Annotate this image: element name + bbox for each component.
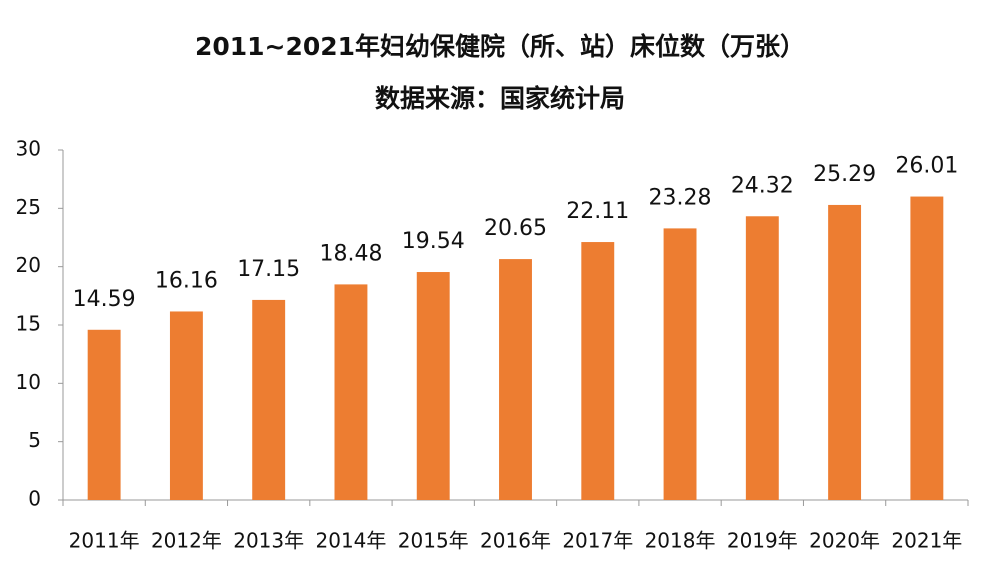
x-tick-label: 2021年 [891,529,962,553]
bar [910,196,944,501]
bar [828,204,862,500]
y-tick-label: 25 [16,195,41,219]
y-tick-label: 20 [16,253,41,277]
x-tick-label: 2011年 [69,529,140,553]
value-label: 16.16 [155,268,218,293]
bar [499,259,532,500]
x-tick-label: 2012年 [151,529,222,553]
chart-subtitle: 数据来源：国家统计局 [375,84,625,113]
bar [169,311,203,500]
value-label: 20.65 [484,216,547,241]
value-label: 19.54 [402,229,465,254]
x-tick-label: 2018年 [645,529,716,553]
bar [334,284,368,500]
y-tick-label: 15 [16,312,41,336]
value-label: 17.15 [237,257,300,282]
x-tick-label: 2013年 [233,529,304,553]
chart-title: 2011~2021年妇幼保健院（所、站）床位数（万张） [195,32,805,61]
value-label: 23.28 [649,185,712,210]
x-tick-label: 2020年 [809,529,880,553]
bar [416,272,450,500]
value-label: 24.32 [731,173,794,198]
value-label: 22.11 [566,199,629,224]
value-label: 25.29 [813,162,876,187]
bar [745,216,779,500]
x-tick-label: 2016年 [480,529,551,553]
x-tick-label: 2014年 [316,529,387,553]
y-tick-label: 5 [28,428,41,452]
value-label: 26.01 [895,154,958,179]
bar [87,329,121,500]
bar [663,228,697,500]
x-tick-label: 2015年 [398,529,469,553]
y-tick-label: 30 [16,137,41,161]
value-label: 14.59 [73,287,136,312]
bar [581,242,615,501]
y-tick-label: 10 [16,370,41,394]
x-tick-label: 2019年 [727,529,798,553]
bar [252,299,286,500]
y-tick-label: 0 [28,487,41,511]
x-tick-label: 2017年 [562,529,633,553]
value-label: 18.48 [319,241,382,266]
